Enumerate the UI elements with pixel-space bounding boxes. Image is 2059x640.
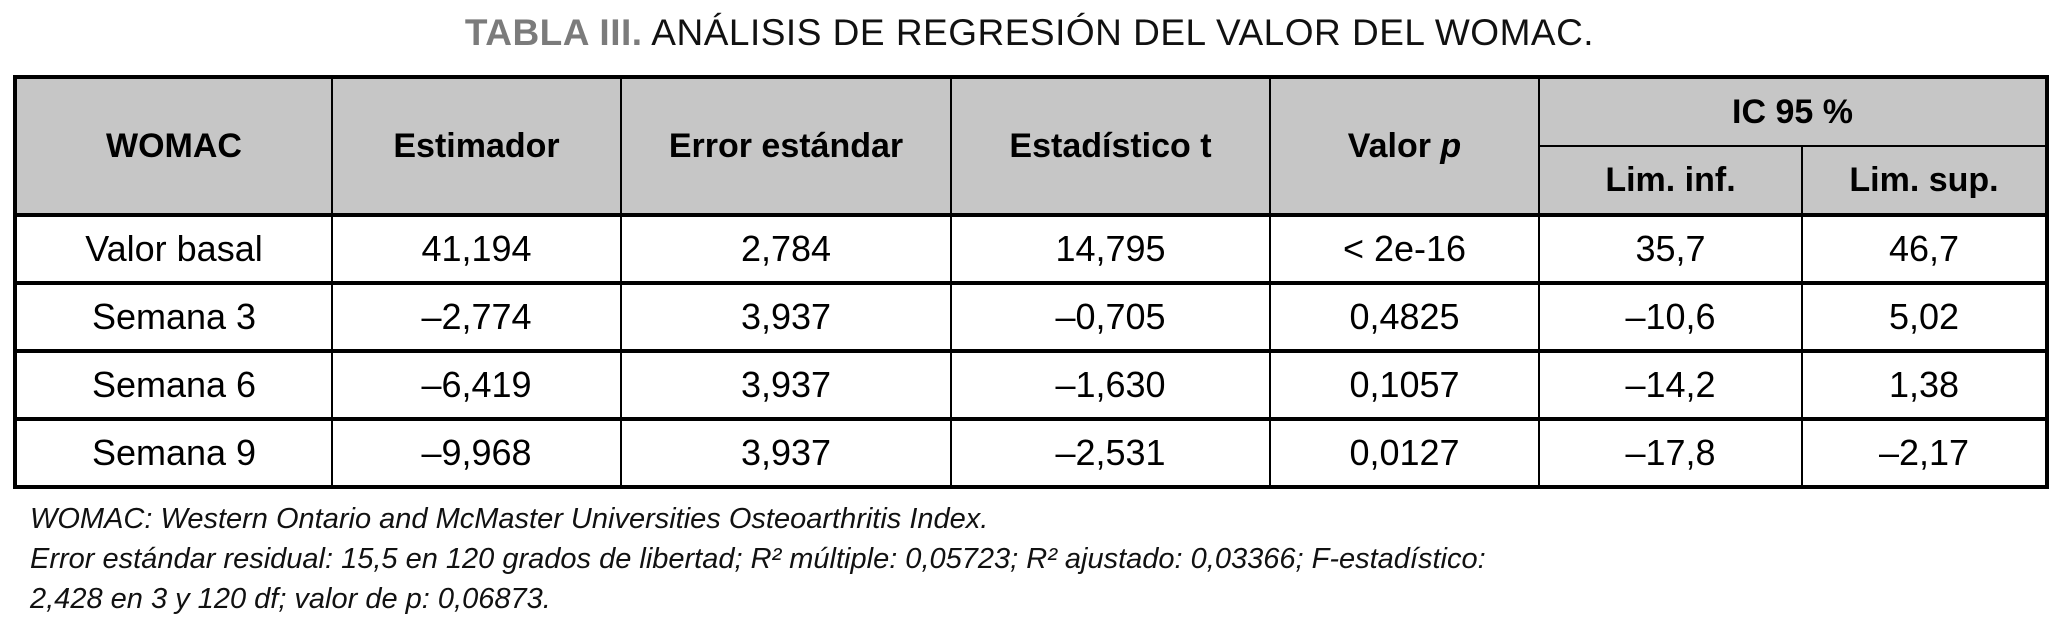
cell-error-estandar: 2,784	[620, 213, 952, 285]
cell-error-estandar: 3,937	[620, 281, 952, 353]
table-footnotes: WOMAC: Western Ontario and McMaster Univ…	[30, 499, 2059, 619]
cell-estadistico-t: –0,705	[950, 281, 1271, 353]
header-womac: WOMAC	[14, 75, 333, 217]
table-row: Semana 6 –6,419 3,937 –1,630 0,1057 –14,…	[14, 349, 2049, 421]
table-title-number: TABLA III.	[464, 12, 643, 53]
header-lim-sup: Lim. sup.	[1800, 145, 2049, 217]
cell-lim-sup: 1,38	[1800, 349, 2049, 421]
header-ic95: IC 95 %	[1537, 75, 2049, 147]
cell-valor-p: 0,1057	[1269, 349, 1540, 421]
cell-estimador: –9,968	[331, 417, 622, 489]
table-title: TABLA III. ANÁLISIS DE REGRESIÓN DEL VAL…	[0, 0, 2059, 67]
cell-lim-inf: –10,6	[1538, 281, 1803, 353]
cell-lim-inf: –17,8	[1538, 417, 1803, 489]
header-estadistico-t: Estadístico t	[950, 75, 1271, 217]
table-row: Semana 3 –2,774 3,937 –0,705 0,4825 –10,…	[14, 281, 2049, 353]
header-error-estandar: Error estándar	[620, 75, 952, 217]
footnote-model-stats-line2: 2,428 en 3 y 120 df; valor de p: 0,06873…	[30, 583, 551, 615]
table-row: Semana 9 –9,968 3,937 –2,531 0,0127 –17,…	[14, 417, 2049, 489]
regression-table: WOMAC Estimador Error estándar Estadísti…	[13, 75, 2050, 489]
row-label: Semana 3	[14, 281, 333, 353]
row-label: Semana 6	[14, 349, 333, 421]
cell-lim-inf: 35,7	[1538, 213, 1803, 285]
row-label: Valor basal	[14, 213, 333, 285]
cell-error-estandar: 3,937	[620, 349, 952, 421]
p-symbol: p	[1440, 126, 1462, 165]
cell-estadistico-t: –1,630	[950, 349, 1271, 421]
cell-valor-p: 0,0127	[1269, 417, 1540, 489]
row-label: Semana 9	[14, 417, 333, 489]
cell-estimador: –6,419	[331, 349, 622, 421]
cell-estimador: 41,194	[331, 213, 622, 285]
cell-estimador: –2,774	[331, 281, 622, 353]
cell-lim-sup: 46,7	[1800, 213, 2049, 285]
table-row: Valor basal 41,194 2,784 14,795 < 2e-16 …	[14, 213, 2049, 285]
footnote-model-stats-line1: Error estándar residual: 15,5 en 120 gra…	[30, 543, 1486, 575]
cell-valor-p: < 2e-16	[1269, 213, 1540, 285]
cell-valor-p: 0,4825	[1269, 281, 1540, 353]
cell-lim-inf: –14,2	[1538, 349, 1803, 421]
table-header: WOMAC Estimador Error estándar Estadísti…	[14, 75, 2049, 217]
cell-error-estandar: 3,937	[620, 417, 952, 489]
cell-estadistico-t: –2,531	[950, 417, 1271, 489]
cell-estadistico-t: 14,795	[950, 213, 1271, 285]
header-valor-p: Valor p	[1269, 75, 1540, 217]
cell-lim-sup: –2,17	[1800, 417, 2049, 489]
header-estimador: Estimador	[331, 75, 622, 217]
table-title-text: ANÁLISIS DE REGRESIÓN DEL VALOR DEL WOMA…	[651, 12, 1595, 53]
header-lim-inf: Lim. inf.	[1538, 145, 1803, 217]
cell-lim-sup: 5,02	[1800, 281, 2049, 353]
footnote-womac-definition: WOMAC: Western Ontario and McMaster Univ…	[30, 503, 989, 535]
